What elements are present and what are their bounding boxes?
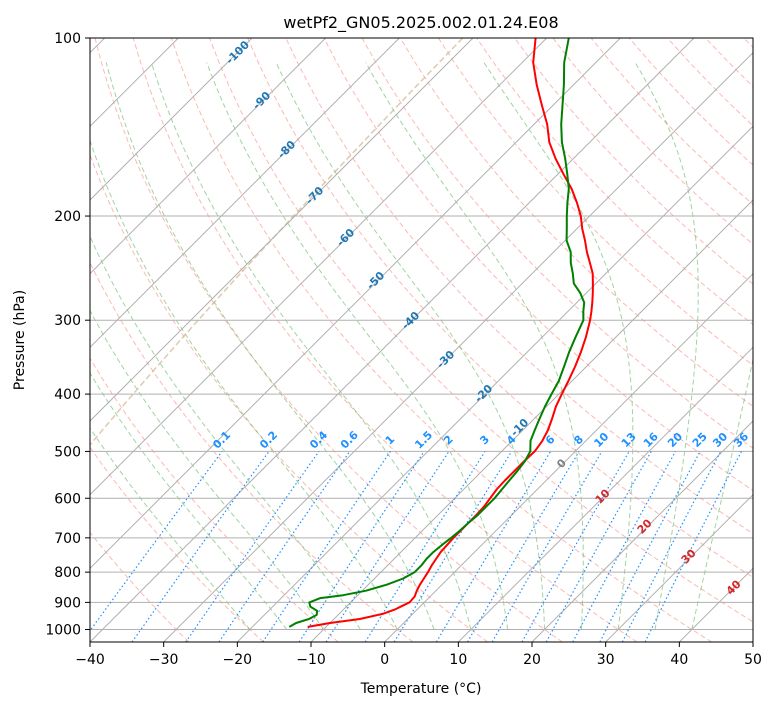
mixing-ratio-line [325, 451, 450, 642]
x-tick-label: −30 [149, 652, 179, 668]
isotherm-line [457, 346, 753, 642]
dry-adiabat-line [323, 38, 753, 492]
dry-adiabat-line [247, 38, 753, 578]
moist-adiabat-line [105, 62, 435, 630]
x-tick-label: −20 [223, 652, 253, 668]
mixing-ratio-line [644, 451, 743, 642]
isotherm-line [605, 493, 753, 642]
dry-adiabat-line [170, 38, 712, 642]
background-lines-layer [90, 38, 753, 642]
mixing-ratio-line [393, 451, 513, 642]
x-tick-label: −10 [296, 652, 326, 668]
moist-adiabat-line [691, 356, 753, 630]
dry-adiabat-line [90, 153, 488, 642]
y-tick-label: 400 [54, 387, 81, 403]
moist-adiabat-line [150, 62, 472, 630]
profile-lines-layer [288, 38, 594, 628]
moist-adiabat-line [275, 62, 545, 630]
x-tick-label: 10 [449, 652, 467, 668]
isotherm-line [163, 51, 753, 642]
mixing-ratio-line [545, 451, 652, 642]
moist-adiabat-line [90, 235, 361, 630]
mixing-ratio-line [218, 451, 351, 642]
x-axis-title: Temperature (°C) [360, 681, 482, 697]
mixing-ratio-line [131, 451, 270, 642]
y-tick-label: 500 [54, 444, 81, 460]
moist-adiabat-line [90, 139, 398, 630]
isotherm-line [90, 38, 474, 422]
x-tick-label: 40 [670, 652, 688, 668]
dry-adiabat-line [399, 38, 753, 408]
mixing-ratio-line [572, 451, 677, 642]
y-tick-label: 600 [54, 491, 81, 507]
axes-layer: −40 −30 −20 −10 0 10 20 30 40 50 1000 900 800 700 600 5… [45, 31, 762, 668]
isotherm-line [90, 38, 695, 642]
moist-adiabat-line [634, 62, 699, 630]
dry-adiabat-line [94, 38, 563, 642]
mixing-ratio-line [621, 451, 722, 642]
y-tick-label: 900 [54, 595, 81, 611]
temperature-profile-line [307, 38, 594, 628]
dry-adiabat-line [514, 38, 753, 285]
isotherm-line [90, 38, 548, 496]
reference-curve-line [90, 38, 464, 447]
y-tick-label: 1000 [45, 622, 81, 638]
dry-adiabat-line [90, 531, 190, 642]
dry-adiabat-line [90, 357, 339, 642]
x-tick-label: 20 [523, 652, 541, 668]
dry-adiabat-line [90, 446, 264, 642]
moist-adiabat-line [90, 427, 251, 630]
isotherm-line [531, 420, 753, 642]
x-tick-label: 50 [744, 652, 762, 668]
isotherm-line [90, 38, 621, 570]
mixing-ratio-line [90, 451, 223, 632]
x-tick-label: 30 [597, 652, 615, 668]
mixing-ratio-line [262, 451, 391, 642]
isotherm-line [384, 272, 753, 642]
moist-adiabat-line [483, 62, 634, 630]
moist-adiabat-line [206, 62, 509, 630]
y-tick-label: 100 [54, 31, 81, 47]
moist-adiabat-line [365, 62, 584, 630]
y-tick-label: 700 [54, 531, 81, 547]
mixing-ratio-line [521, 451, 630, 642]
y-tick-label: 200 [54, 209, 81, 225]
mixing-ratio-line [298, 451, 425, 642]
plot-frame [89, 37, 754, 643]
y-axis-title: Pressure (hPa) [12, 290, 28, 390]
dry-adiabat-line [132, 38, 638, 642]
isotherm-line [310, 199, 753, 642]
dry-adiabat-line [437, 38, 753, 366]
mixing-ratio-line [185, 451, 320, 642]
moist-adiabat-line [90, 309, 324, 630]
chart-title: wetPf2_GN05.2025.002.01.24.E08 [283, 13, 558, 33]
isotherm-line [236, 125, 753, 642]
dry-adiabat-line [209, 38, 753, 623]
x-tick-label: 0 [380, 652, 389, 668]
isotherm-line [90, 38, 253, 201]
x-tick-label: −40 [75, 652, 105, 668]
y-tick-label: 800 [54, 565, 81, 581]
isotherm-line [90, 38, 327, 275]
dewpoint-profile-line [288, 38, 586, 628]
moist-adiabat-line [90, 372, 288, 630]
isotherm-line [90, 38, 400, 349]
y-tick-label: 300 [54, 313, 81, 329]
